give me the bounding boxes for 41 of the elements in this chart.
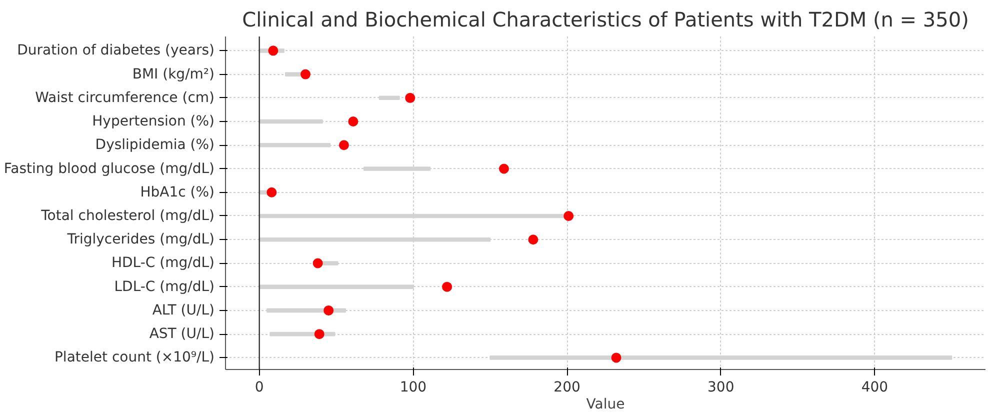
point bbox=[314, 329, 324, 340]
x-tick-label: 0 bbox=[254, 380, 264, 396]
y-tick-label: Waist circumference (cm) bbox=[35, 90, 214, 106]
x-tick-label: 100 bbox=[400, 380, 427, 396]
point bbox=[528, 234, 538, 245]
x-tick-label: 300 bbox=[708, 380, 734, 396]
point bbox=[300, 69, 310, 80]
bar bbox=[258, 119, 323, 124]
x-tick-label: 200 bbox=[554, 380, 580, 396]
y-tick-label: HDL-C (mg/dL) bbox=[112, 255, 215, 272]
point bbox=[611, 352, 622, 363]
y-tick-label: Duration of diabetes (years) bbox=[17, 42, 215, 59]
point bbox=[405, 92, 416, 103]
point bbox=[312, 258, 323, 268]
x-axis-title: Value bbox=[586, 396, 625, 412]
y-tick-label: AST (U/L) bbox=[149, 326, 215, 342]
y-tick-label: Hypertension (%) bbox=[92, 114, 214, 130]
bar bbox=[378, 96, 400, 100]
y-tick-label: BMI (kg/m²) bbox=[132, 66, 215, 82]
y-tick-label: ALT (U/L) bbox=[152, 302, 214, 318]
bar bbox=[285, 72, 302, 76]
bar bbox=[320, 261, 338, 266]
point bbox=[324, 305, 334, 316]
y-tick-label: Total cholesterol (mg/dL) bbox=[40, 208, 215, 224]
point bbox=[442, 282, 452, 292]
y-tick-label: LDL-C (mg/dL) bbox=[114, 278, 215, 295]
point bbox=[338, 140, 349, 150]
point bbox=[266, 187, 277, 198]
chart-title: Clinical and Biochemical Characteristics of Patients with T2DM (n = 350) bbox=[242, 8, 969, 32]
bar bbox=[258, 142, 331, 148]
point bbox=[268, 46, 278, 56]
point bbox=[564, 211, 574, 221]
y-tick-label: Fasting blood glucose (mg/dL) bbox=[4, 160, 215, 177]
point bbox=[348, 116, 358, 127]
bar bbox=[363, 166, 431, 171]
y-tick-label: Dyslipidemia (%) bbox=[95, 137, 215, 154]
y-tick-label: Triglycerides (mg/dL) bbox=[66, 232, 215, 248]
y-tick-label: Platelet count (×10⁹/L) bbox=[54, 350, 215, 366]
y-tick-label: HbA1c (%) bbox=[140, 184, 215, 200]
point bbox=[498, 164, 509, 174]
x-tick-label: 400 bbox=[861, 380, 888, 396]
